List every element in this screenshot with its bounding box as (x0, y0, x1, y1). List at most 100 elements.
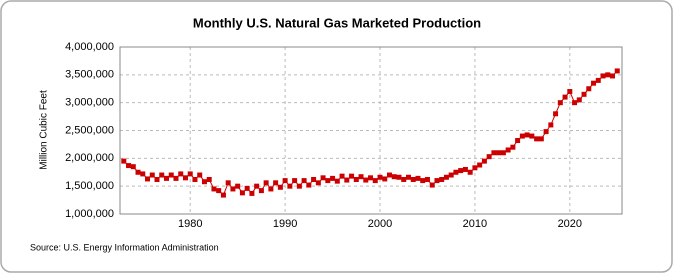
point-marker (349, 173, 355, 179)
point-marker (211, 186, 217, 192)
point-marker (529, 133, 535, 139)
point-marker (135, 169, 141, 175)
point-marker (315, 180, 321, 186)
point-marker (187, 171, 193, 177)
point-marker (201, 179, 207, 185)
point-marker (282, 178, 288, 184)
point-marker (396, 174, 402, 180)
point-marker (515, 138, 521, 144)
point-marker (339, 173, 345, 179)
point-marker (586, 86, 592, 92)
y-tick-label: 3,000,000 (65, 97, 114, 109)
point-marker (239, 190, 245, 196)
point-marker (429, 182, 435, 188)
x-tick-label: 2010 (463, 218, 487, 230)
x-tick-label: 2000 (368, 218, 392, 230)
point-marker (567, 89, 573, 95)
point-marker (591, 80, 597, 86)
y-tick-label: 1,000,000 (65, 208, 114, 220)
point-marker (287, 183, 293, 189)
point-marker (154, 176, 160, 182)
point-marker (159, 172, 165, 178)
point-marker (524, 132, 530, 138)
point-marker (481, 158, 487, 164)
point-marker (163, 175, 169, 181)
point-marker (405, 174, 411, 180)
point-marker (292, 178, 298, 184)
point-marker (424, 176, 430, 182)
plot-border (119, 46, 623, 215)
point-marker (258, 188, 264, 194)
point-marker (382, 176, 388, 182)
point-marker (605, 72, 611, 78)
point-marker (505, 147, 511, 153)
x-tick-label: 1990 (273, 218, 297, 230)
point-marker (614, 68, 620, 74)
point-marker (206, 176, 212, 182)
point-marker (126, 163, 132, 169)
point-marker (391, 174, 397, 180)
x-tick-label: 1980 (178, 218, 202, 230)
point-marker (182, 175, 188, 181)
point-marker (235, 183, 241, 189)
point-marker (595, 77, 601, 83)
point-marker (496, 150, 502, 156)
point-marker (486, 154, 492, 160)
point-marker (277, 184, 283, 190)
point-marker (244, 185, 250, 191)
point-marker (467, 169, 473, 175)
point-marker (121, 158, 127, 164)
point-marker (576, 97, 582, 103)
point-marker (168, 172, 174, 178)
point-marker (453, 169, 459, 175)
point-marker (415, 175, 421, 181)
point-marker (548, 122, 554, 128)
point-marker (534, 136, 540, 142)
y-tick-label: 4,000,000 (65, 41, 114, 53)
point-marker (581, 91, 587, 97)
point-marker (330, 175, 336, 181)
point-marker (220, 192, 226, 198)
point-marker (344, 177, 350, 183)
y-tick-label: 3,500,000 (65, 69, 114, 81)
point-marker (145, 176, 151, 182)
point-marker (192, 176, 198, 182)
point-marker (462, 166, 468, 172)
x-tick-label: 2020 (558, 218, 582, 230)
point-marker (448, 172, 454, 178)
point-marker (472, 165, 478, 171)
y-tick-label: 2,000,000 (65, 152, 114, 164)
point-marker (377, 174, 383, 180)
point-marker (301, 178, 307, 184)
point-marker (368, 175, 374, 181)
point-marker (600, 73, 606, 79)
point-marker (439, 176, 445, 182)
point-marker (434, 178, 440, 184)
point-marker (443, 174, 449, 180)
point-marker (173, 175, 179, 181)
point-marker (491, 150, 497, 156)
point-marker (216, 188, 222, 194)
point-marker (249, 190, 255, 196)
point-marker (553, 111, 559, 117)
point-marker (178, 171, 184, 177)
point-marker (477, 162, 483, 168)
point-marker (197, 172, 203, 178)
point-marker (363, 177, 369, 183)
source-note: Source: U.S. Energy Information Administ… (30, 242, 219, 252)
point-marker (320, 175, 326, 181)
point-marker (149, 172, 155, 178)
point-marker (387, 172, 393, 178)
point-marker (225, 180, 231, 186)
point-marker (263, 180, 269, 186)
point-marker (519, 133, 525, 139)
point-marker (296, 183, 302, 189)
point-marker (572, 100, 578, 106)
point-marker (311, 176, 317, 182)
point-marker (306, 182, 312, 188)
point-marker (500, 150, 506, 156)
point-marker (230, 186, 236, 192)
point-marker (353, 176, 359, 182)
